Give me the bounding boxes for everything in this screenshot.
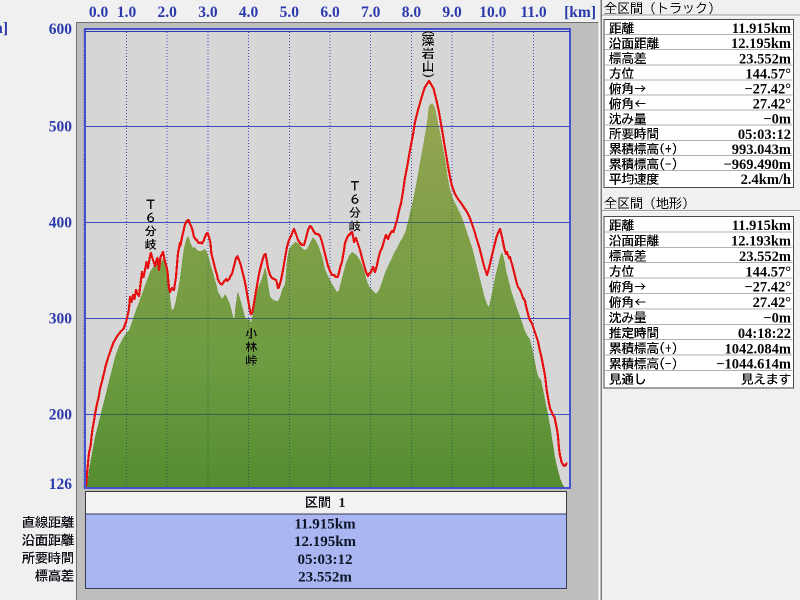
svg-text:12.195km: 12.195km	[731, 36, 791, 52]
svg-text:6.0: 6.0	[320, 4, 340, 21]
svg-text:2.0: 2.0	[158, 4, 178, 21]
svg-text:−0m: −0m	[763, 311, 791, 327]
svg-text:−1044.614m: −1044.614m	[716, 357, 791, 373]
svg-text:500: 500	[49, 119, 73, 136]
svg-text:4.0: 4.0	[239, 4, 259, 21]
svg-text:2.4km/h: 2.4km/h	[741, 172, 791, 188]
svg-text:12.195km: 12.195km	[294, 534, 357, 550]
svg-text:04:18:22: 04:18:22	[738, 326, 791, 342]
svg-text:23.552m: 23.552m	[739, 51, 791, 67]
svg-text:300: 300	[49, 311, 73, 328]
svg-text:11.915km: 11.915km	[732, 21, 791, 37]
svg-text:993.043m: 993.043m	[732, 142, 791, 158]
svg-text:27.42°: 27.42°	[753, 295, 792, 311]
svg-text:5.0: 5.0	[280, 4, 300, 21]
svg-text:1042.084m: 1042.084m	[725, 341, 791, 357]
svg-text:0.0: 0.0	[89, 4, 109, 21]
svg-text:−969.490m: −969.490m	[724, 157, 791, 173]
svg-text:200: 200	[49, 407, 73, 424]
svg-text:23.552m: 23.552m	[298, 570, 352, 586]
svg-text:1.0: 1.0	[117, 4, 137, 21]
svg-text:144.57°: 144.57°	[745, 264, 791, 280]
svg-text:−0m: −0m	[763, 112, 791, 128]
svg-text:3.0: 3.0	[198, 4, 218, 21]
svg-text:600: 600	[49, 21, 73, 38]
svg-text:11.915km: 11.915km	[732, 218, 791, 234]
svg-text:9.0: 9.0	[442, 4, 462, 21]
svg-text:05:03:12: 05:03:12	[298, 552, 353, 568]
svg-text:10.0: 10.0	[479, 4, 506, 21]
svg-text:8.0: 8.0	[402, 4, 422, 21]
svg-text:−27.42°: −27.42°	[744, 82, 791, 98]
svg-text:05:03:12: 05:03:12	[738, 127, 791, 143]
svg-text:12.193km: 12.193km	[731, 234, 791, 250]
svg-text:1: 1	[339, 496, 346, 511]
svg-text:[km]: [km]	[564, 4, 596, 21]
svg-text:144.57°: 144.57°	[745, 66, 791, 82]
svg-text:[m]: [m]	[0, 20, 8, 37]
svg-text:27.42°: 27.42°	[753, 97, 792, 113]
svg-text:11.915km: 11.915km	[294, 516, 356, 532]
svg-text:−27.42°: −27.42°	[744, 280, 791, 296]
svg-text:7.0: 7.0	[361, 4, 381, 21]
svg-text:400: 400	[49, 215, 73, 232]
svg-text:23.552m: 23.552m	[739, 249, 791, 265]
svg-text:126: 126	[49, 476, 73, 493]
svg-text:11.0: 11.0	[520, 4, 547, 21]
